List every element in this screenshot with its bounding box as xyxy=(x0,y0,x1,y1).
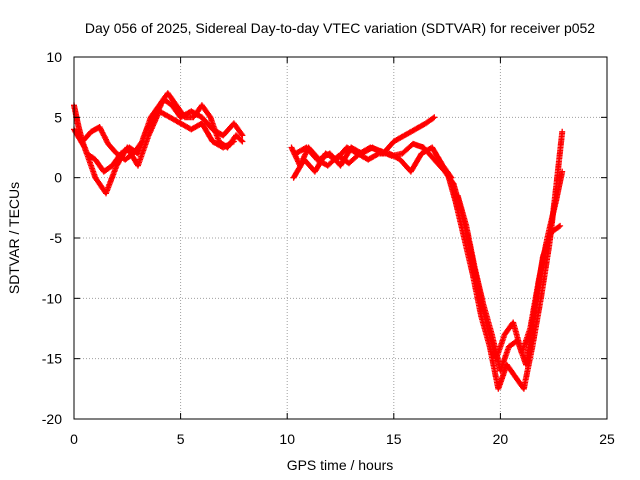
x-tick-label: 20 xyxy=(493,431,509,447)
x-tick-label: 15 xyxy=(386,431,402,447)
y-tick-label: -20 xyxy=(42,411,62,427)
y-tick-label: -10 xyxy=(42,290,62,306)
x-axis-title: GPS time / hours xyxy=(287,457,394,473)
series-track-6 xyxy=(292,140,457,187)
y-tick-label: -5 xyxy=(50,230,63,246)
y-axis-title: SDTVAR / TECUs xyxy=(6,182,22,294)
y-tick-label: 10 xyxy=(46,49,62,65)
chart-title: Day 056 of 2025, Sidereal Day-to-day VTE… xyxy=(85,20,595,36)
x-tick-label: 10 xyxy=(279,431,295,447)
y-tick-label: -15 xyxy=(42,351,62,367)
x-tick-label: 25 xyxy=(599,431,615,447)
x-tick-label: 5 xyxy=(177,431,185,447)
y-tick-label: 5 xyxy=(54,109,62,125)
y-tick-label: 0 xyxy=(54,170,62,186)
axis-ticks: 0 5 10 15 20 25 10 5 0 -5 -10 -15 -20 xyxy=(42,49,615,447)
data-points xyxy=(454,192,564,374)
series-track-9 xyxy=(454,192,564,374)
data-points xyxy=(292,140,457,187)
x-tick-label: 0 xyxy=(70,431,78,447)
